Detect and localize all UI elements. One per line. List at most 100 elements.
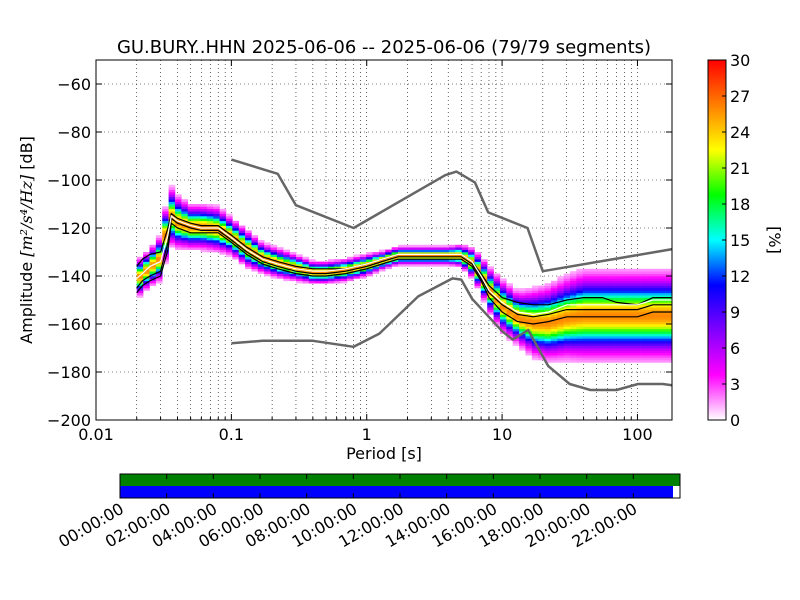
density-cell <box>174 242 182 246</box>
density-cell <box>270 268 278 272</box>
density-cell <box>213 232 220 236</box>
density-cell <box>595 302 603 306</box>
density-cell <box>550 280 558 284</box>
density-cell <box>525 326 533 330</box>
density-cell <box>174 194 182 198</box>
density-cell <box>640 271 647 274</box>
density-cell <box>493 278 501 282</box>
density-cell <box>162 247 169 250</box>
density-cell <box>162 216 169 219</box>
density-cell <box>550 350 558 354</box>
density-cell <box>652 304 660 308</box>
y-tick-label: −200 <box>47 411 91 430</box>
density-cell <box>633 280 641 284</box>
density-cell <box>659 331 666 334</box>
density-cell <box>570 345 577 349</box>
density-cell <box>468 268 475 272</box>
density-cell <box>595 350 603 354</box>
density-cell <box>608 290 615 294</box>
density-cell <box>194 218 201 222</box>
density-cell <box>550 309 558 313</box>
plot-frame <box>95 59 673 421</box>
density-cell <box>640 278 647 282</box>
density-cell <box>136 280 144 284</box>
density-cell <box>499 321 507 325</box>
density-cell <box>257 249 265 253</box>
density-cell <box>538 348 545 351</box>
density-cell <box>474 283 482 286</box>
density-cell <box>442 247 450 250</box>
density-cell <box>646 331 654 334</box>
density-cell <box>194 237 201 241</box>
density-cell <box>659 276 666 279</box>
density-cell <box>608 292 615 296</box>
density-cell <box>570 340 577 344</box>
density-cell <box>315 271 322 274</box>
density-cell <box>493 276 501 279</box>
density-cell <box>538 302 545 306</box>
density-cell <box>563 321 571 325</box>
density-cell <box>531 300 539 303</box>
density-cell <box>582 360 590 363</box>
density-cell <box>570 357 577 361</box>
density-cell <box>436 256 443 260</box>
density-cell <box>544 290 552 294</box>
density-cell <box>608 355 615 358</box>
density-cell <box>652 319 660 322</box>
density-cell <box>544 357 552 361</box>
density-cell <box>601 328 609 332</box>
density-cell <box>563 314 571 318</box>
density-cell <box>155 252 163 255</box>
density-cell <box>570 309 577 313</box>
density-cell <box>614 340 622 344</box>
density-cell <box>601 278 609 282</box>
density-cell <box>557 343 564 346</box>
density-cell <box>245 230 252 234</box>
density-cell <box>582 280 590 284</box>
density-cell <box>149 271 157 274</box>
density-cell <box>468 273 475 277</box>
density-cell <box>149 276 157 279</box>
density-cell <box>627 276 635 279</box>
density-cell <box>595 297 603 301</box>
density-cell <box>251 235 259 238</box>
density-cell <box>531 319 539 322</box>
density-cell <box>589 276 596 279</box>
density-cell <box>595 348 603 351</box>
density-cell <box>531 355 539 358</box>
density-cell <box>308 264 316 267</box>
density-cell <box>289 256 297 260</box>
density-cell <box>614 288 622 291</box>
density-cell <box>283 261 290 265</box>
density-cell <box>429 247 437 250</box>
density-cell <box>506 309 513 313</box>
density-cell <box>646 340 654 344</box>
density-cell <box>627 292 635 296</box>
density-cell <box>251 242 259 246</box>
density-cell <box>582 285 590 289</box>
density-cell <box>327 280 335 284</box>
density-cell <box>633 345 641 349</box>
density-cell <box>652 348 660 351</box>
density-cell <box>652 307 660 310</box>
density-cell <box>206 206 214 210</box>
density-cell <box>302 264 310 267</box>
density-cell <box>461 266 469 270</box>
density-cell <box>276 259 284 262</box>
density-cell <box>614 321 622 325</box>
density-cell <box>633 352 641 356</box>
density-cell <box>174 208 182 212</box>
density-cell <box>595 355 603 358</box>
density-cell <box>582 290 590 294</box>
density-cell <box>238 228 246 231</box>
density-cell <box>525 307 533 310</box>
density-cell <box>276 266 284 270</box>
density-cell <box>608 280 615 284</box>
density-cell <box>640 324 647 327</box>
density-cell <box>538 295 545 298</box>
density-cell <box>557 345 564 349</box>
density-cell <box>270 273 278 277</box>
density-cell <box>652 316 660 320</box>
density-cell <box>219 213 227 217</box>
density-cell <box>601 271 609 274</box>
